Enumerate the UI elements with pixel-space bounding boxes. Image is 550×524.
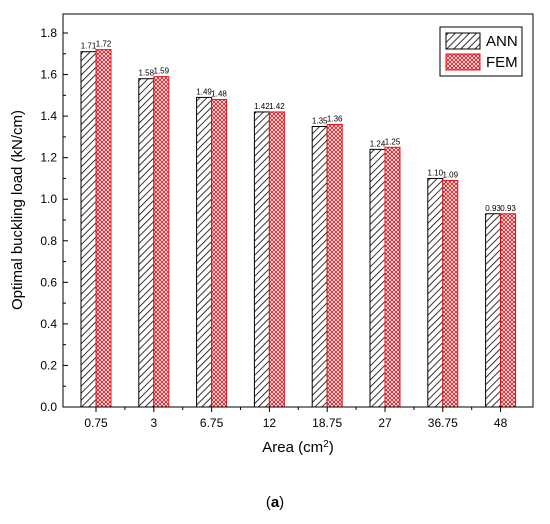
data-label-fem: 1.25 xyxy=(385,137,401,146)
bar-ann xyxy=(196,96,213,408)
caption-open: ( xyxy=(265,494,271,511)
x-tick-label: 27 xyxy=(378,416,392,430)
y-tick-label: 0.0 xyxy=(40,400,57,414)
bars-group xyxy=(80,49,517,408)
data-label-ann: 1.35 xyxy=(312,117,328,126)
bar-ann xyxy=(369,148,386,408)
data-label-ann: 1.49 xyxy=(196,87,212,96)
data-label-ann: 0.93 xyxy=(485,204,501,213)
y-tick-label: 0.2 xyxy=(40,358,57,372)
bar-fem xyxy=(384,146,401,408)
data-label-fem: 1.72 xyxy=(96,40,112,49)
x-tick-label: 0.75 xyxy=(84,416,108,430)
bar-fem xyxy=(153,76,170,408)
y-tick-label: 1.2 xyxy=(40,151,57,165)
data-label-ann: 1.42 xyxy=(254,102,270,111)
data-label-ann: 1.58 xyxy=(139,69,155,78)
x-axis-title-superscript: 2 xyxy=(323,439,329,450)
bar-fem xyxy=(500,213,517,408)
bar-fem xyxy=(442,180,459,408)
x-axis: 0.75 3 6.75 12 18.75 27 36.75 48 xyxy=(84,407,508,430)
data-label-fem: 0.93 xyxy=(500,204,516,213)
y-tick-label: 0.6 xyxy=(40,275,57,289)
data-label-fem: 1.42 xyxy=(269,102,285,111)
y-axis-title: Optimal buckling load (kN/cm) xyxy=(9,110,26,310)
legend-label-ann: ANN xyxy=(486,33,518,50)
x-axis-title-text: Area (cm xyxy=(262,439,323,456)
bar-ann xyxy=(253,111,270,408)
data-label-fem: 1.59 xyxy=(154,67,170,76)
bar-ann xyxy=(138,78,155,408)
data-label-ann: 1.24 xyxy=(370,139,386,148)
legend: ANN FEM xyxy=(439,26,523,77)
bar-fem xyxy=(326,123,343,408)
x-axis-title-end: ) xyxy=(329,439,334,456)
bar-ann xyxy=(311,126,328,408)
caption-close: ) xyxy=(279,494,285,511)
data-labels-group: 1.71 1.58 1.49 1.42 1.35 1.24 1.10 0.93 1.72 1.59… xyxy=(81,40,517,213)
y-tick-label: 0.4 xyxy=(40,317,57,331)
bar-fem xyxy=(268,111,285,408)
legend-label-fem: FEM xyxy=(486,54,518,71)
y-tick-label: 1.0 xyxy=(40,192,57,206)
x-axis-title: Area (cm2) xyxy=(262,439,333,457)
y-tick-label: 0.8 xyxy=(40,234,57,248)
data-label-fem: 1.48 xyxy=(211,89,227,98)
x-tick-label: 6.75 xyxy=(200,416,224,430)
bar-ann xyxy=(485,213,502,408)
caption-letter: a xyxy=(270,494,280,511)
x-tick-label: 36.75 xyxy=(428,416,458,430)
y-tick-label: 1.4 xyxy=(40,109,57,123)
legend-swatch-ann xyxy=(445,32,481,50)
bar-chart: 1.711.581.491.421.351.241.100.931.721.59… xyxy=(9,13,534,457)
data-label-fem: 1.36 xyxy=(327,114,343,123)
x-tick-label: 48 xyxy=(494,416,508,430)
y-axis: 0.0 0.2 0.4 0.6 0.8 1.0 1.2 1.4 1.6 1.8 xyxy=(40,26,68,414)
figure-caption: (a) xyxy=(0,494,550,511)
bar-fem xyxy=(95,49,112,408)
data-label-fem: 1.09 xyxy=(443,171,459,180)
bar-ann xyxy=(80,51,97,408)
data-label-ann: 1.10 xyxy=(428,168,444,177)
y-tick-label: 1.8 xyxy=(40,26,57,40)
y-tick-label: 1.6 xyxy=(40,68,57,82)
bar-ann xyxy=(427,177,444,408)
bar-fem xyxy=(211,98,228,408)
legend-swatch-fem xyxy=(445,53,481,71)
data-label-ann: 1.71 xyxy=(81,42,97,51)
x-tick-label: 3 xyxy=(150,416,157,430)
x-tick-label: 12 xyxy=(263,416,277,430)
x-tick-label: 18.75 xyxy=(312,416,342,430)
